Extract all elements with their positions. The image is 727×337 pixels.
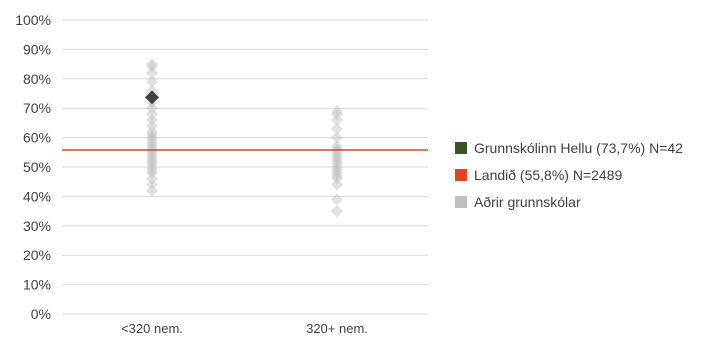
data-point-other-school: [331, 149, 343, 162]
legend-swatch-school: [455, 141, 467, 154]
data-point-other-school: [146, 155, 158, 168]
legend-item-school: Grunnskólinn Hellu (73,7%) N=42: [455, 134, 683, 161]
legend-swatch-country: [455, 168, 467, 181]
y-tick-label: 10%: [23, 277, 51, 293]
data-point-other-school: [146, 58, 158, 71]
data-point-other-school: [146, 61, 158, 74]
y-tick-label: 40%: [23, 188, 51, 204]
data-point-other-school: [331, 205, 343, 218]
legend-label-other-schools: Aðrir grunnskólar: [474, 193, 581, 210]
data-point-other-school: [331, 131, 343, 144]
data-point-other-school: [146, 172, 158, 185]
highlight-marker: [145, 90, 159, 105]
data-point-other-school: [146, 158, 158, 171]
data-point-other-school: [146, 125, 158, 138]
data-point-other-school: [146, 178, 158, 191]
data-point-other-school: [146, 163, 158, 176]
legend-item-other-schools: Aðrir grunnskólar: [455, 188, 683, 215]
y-tick-label: 20%: [23, 247, 51, 263]
y-tick-label: 0%: [31, 306, 51, 322]
legend-label-school: Grunnskólinn Hellu (73,7%) N=42: [474, 139, 683, 156]
data-point-other-school: [146, 184, 158, 197]
data-point-other-school: [331, 152, 343, 165]
data-point-other-school: [331, 158, 343, 171]
data-point-other-school: [146, 66, 158, 79]
legend-label-country: Landið (55,8%) N=2489: [474, 166, 623, 183]
y-tick-label: 70%: [23, 100, 51, 116]
data-point-other-school: [146, 119, 158, 132]
data-point-other-school: [146, 161, 158, 173]
data-point-other-school: [146, 128, 158, 141]
data-point-other-school: [146, 137, 158, 150]
x-axis-categories: <320 nem. 320+ nem.: [121, 321, 368, 336]
y-tick-label: 50%: [23, 159, 51, 175]
data-point-other-school: [331, 163, 343, 176]
y-axis-ticks: 0% 10% 20% 30% 40% 50% 60% 70% 80% 90% 100%: [15, 12, 51, 322]
data-point-other-school: [331, 172, 343, 185]
data-point-other-school: [331, 161, 343, 173]
data-point-other-school: [146, 149, 158, 162]
y-tick-label: 100%: [15, 12, 51, 28]
data-point-other-school: [146, 152, 158, 165]
y-tick-label: 90%: [23, 41, 51, 57]
data-point-other-school: [146, 166, 158, 179]
legend: Grunnskólinn Hellu (73,7%) N=42 Landið (…: [455, 134, 683, 215]
data-point-other-school: [146, 75, 158, 88]
gridlines: [62, 19, 428, 315]
data-point-other-school: [146, 102, 158, 115]
data-point-other-school: [331, 105, 343, 118]
x-category-label: <320 nem.: [121, 321, 183, 336]
data-point-other-school: [331, 166, 343, 179]
data-point-other-school: [146, 108, 158, 121]
data-point-other-school: [146, 113, 158, 126]
data-point-highlight-school: [145, 90, 159, 105]
data-point-other-school: [331, 122, 343, 135]
data-point-other-school: [146, 134, 158, 147]
data-point-other-school: [331, 193, 343, 206]
x-category-label: 320+ nem.: [306, 321, 368, 336]
data-point-other-school: [331, 113, 343, 126]
data-point-other-school: [331, 178, 343, 191]
data-point-other-school: [146, 131, 158, 144]
legend-item-country: Landið (55,8%) N=2489: [455, 161, 683, 188]
y-tick-label: 80%: [23, 71, 51, 87]
y-tick-label: 60%: [23, 130, 51, 146]
data-point-other-school: [331, 108, 343, 121]
data-point-other-school: [331, 155, 343, 168]
y-tick-label: 30%: [23, 218, 51, 234]
legend-swatch-other-schools: [455, 195, 467, 208]
data-point-other-school: [331, 169, 343, 182]
